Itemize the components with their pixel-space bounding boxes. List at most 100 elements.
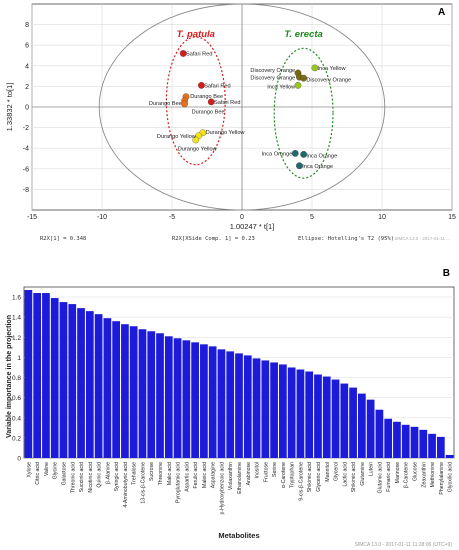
- x-tick-label: Glutamine: [360, 462, 366, 486]
- x-tick-label: Mannose: [395, 462, 401, 483]
- vip-bar: [50, 298, 59, 458]
- x-tick-label: Maleic acid: [202, 462, 208, 488]
- x-tick-label: Sucrose: [149, 462, 155, 481]
- y-tick-label: 4: [25, 63, 29, 70]
- x-tick-label: Lutein: [369, 462, 375, 476]
- x-tick-label: 5: [310, 214, 314, 221]
- x-tick-label: Threonine: [158, 462, 164, 485]
- vip-bar: [217, 349, 226, 458]
- x-tick-label: Quinic acid: [97, 462, 103, 488]
- x-tick-label: Tryptophan: [290, 462, 296, 488]
- x-axis-label: 1.00247 * t[1]: [230, 222, 275, 231]
- vip-bar: [94, 314, 103, 458]
- erecta-group-ellipse: [273, 47, 334, 179]
- x-tick-label: Shikimic acid: [307, 462, 313, 492]
- x-tick-label: Aspartic acid: [184, 462, 190, 492]
- vip-bar: [156, 333, 164, 458]
- vip-bar: [200, 344, 208, 458]
- point-label: Durango Yellow: [178, 146, 218, 152]
- vip-bar: [24, 290, 33, 458]
- y-tick-label: 0.8: [12, 375, 21, 382]
- vip-bar: [252, 358, 261, 458]
- vip-bar: [279, 364, 287, 458]
- x-tick-label: Glyoxilic acid: [448, 462, 454, 492]
- vip-bar: [428, 433, 436, 458]
- point-label: Discovery Orange: [250, 68, 295, 74]
- x-axis-label: Metabolites: [218, 531, 259, 540]
- vip-bar: [138, 329, 147, 458]
- vip-bar: [191, 342, 199, 458]
- point-label: Safari Red: [204, 84, 230, 90]
- point-label: Durango Bee: [149, 101, 182, 107]
- vip-bar: [85, 311, 94, 458]
- vip-bar: [77, 308, 85, 458]
- data-point: [300, 151, 307, 158]
- point-label: Durango Yellow: [157, 134, 197, 140]
- vip-bar: [103, 318, 112, 458]
- vip-bar: [393, 421, 401, 458]
- vip-bar-chart-panel: 0 0.2 0.4 0.6 0.8 1 1.2 1.4 1.6 Xylose Citric acid…: [6, 268, 455, 548]
- vip-bar: [287, 367, 296, 458]
- x-tick-label: β-Alanine: [105, 462, 111, 484]
- x-tick-label: Serine: [272, 462, 278, 477]
- vip-bar: [129, 326, 138, 458]
- point-label: Inca Orange: [302, 164, 333, 170]
- vip-bar: [410, 426, 419, 458]
- panel-label: A: [438, 7, 445, 18]
- x-tick-label: Citric acid: [35, 462, 41, 485]
- y-tick-label: 0.6: [12, 395, 21, 402]
- point-label: Inca Yellow: [318, 66, 347, 72]
- y-tick-label: -2: [23, 125, 29, 132]
- watermark: SIMCA 13.0 - 2017-01-11 11:28:06 (UTC+9): [354, 542, 452, 548]
- vip-bar: [401, 424, 410, 458]
- y-tick-label: 0: [25, 105, 29, 112]
- point-label: Safari Red: [214, 100, 240, 106]
- x-tick-label: Threonic acid: [70, 462, 76, 493]
- vip-bar: [182, 340, 191, 458]
- x-tick-label: p-Hydroxybenzoic acid: [219, 462, 225, 515]
- point-label: Safari Red: [186, 52, 212, 58]
- x-tick-label: Inositol: [255, 462, 261, 478]
- data-point: [207, 98, 215, 106]
- x-tick-label: Arabinose: [246, 462, 252, 485]
- x-tick-label: Phenylalanine: [439, 462, 445, 495]
- vip-bar: [445, 454, 454, 458]
- vip-bar: [164, 336, 173, 458]
- x-tick-label: Fructose: [263, 462, 269, 482]
- vip-bar: [208, 346, 217, 458]
- point-label: Discovery Orange: [250, 75, 295, 81]
- y-tick-label: 0.2: [12, 435, 21, 442]
- x-tick-label: Nicotinic acid: [88, 462, 94, 493]
- point-label: Durango Bee: [190, 94, 223, 100]
- group-label: T. erecta: [284, 29, 322, 40]
- vip-bar: [357, 393, 366, 458]
- vip-bar: [121, 324, 129, 458]
- data-point: [192, 136, 200, 144]
- x-tick-label: β-Carotene: [404, 462, 410, 488]
- y-tick-label: 1: [17, 355, 21, 362]
- x-tick-label: 10: [378, 214, 386, 221]
- watermark: SIMCA 13.0 - 2017-01-11 ...: [394, 236, 450, 241]
- vip-bar: [375, 409, 384, 458]
- vip-bar: [305, 371, 314, 458]
- vip-bar: [296, 369, 305, 458]
- x-tick-label: Trehalose: [132, 462, 138, 485]
- r2x-side-note: R2X[XSide Comp. 1] = 0.23: [172, 236, 255, 242]
- x-tick-label: Galactose: [61, 462, 67, 485]
- patula-group-ellipse: [165, 36, 226, 166]
- x-tick-label: 0: [240, 214, 244, 221]
- vip-bar: [235, 353, 243, 458]
- x-tick-label: Violaxanthin: [228, 462, 234, 490]
- x-tick-label: Malic acid: [167, 462, 173, 485]
- point-label: Durango Bee: [192, 109, 225, 115]
- data-point: [291, 150, 299, 157]
- vip-bar: [322, 376, 331, 458]
- y-tick-label: 1.2: [12, 335, 21, 342]
- x-tick-label: -15: [27, 214, 37, 221]
- group-label: T. patula: [177, 29, 215, 40]
- x-tick-label: Succinic acid: [79, 462, 85, 492]
- vip-bar: [173, 338, 182, 458]
- vip-bar: [243, 355, 252, 458]
- vip-bar: [33, 293, 42, 458]
